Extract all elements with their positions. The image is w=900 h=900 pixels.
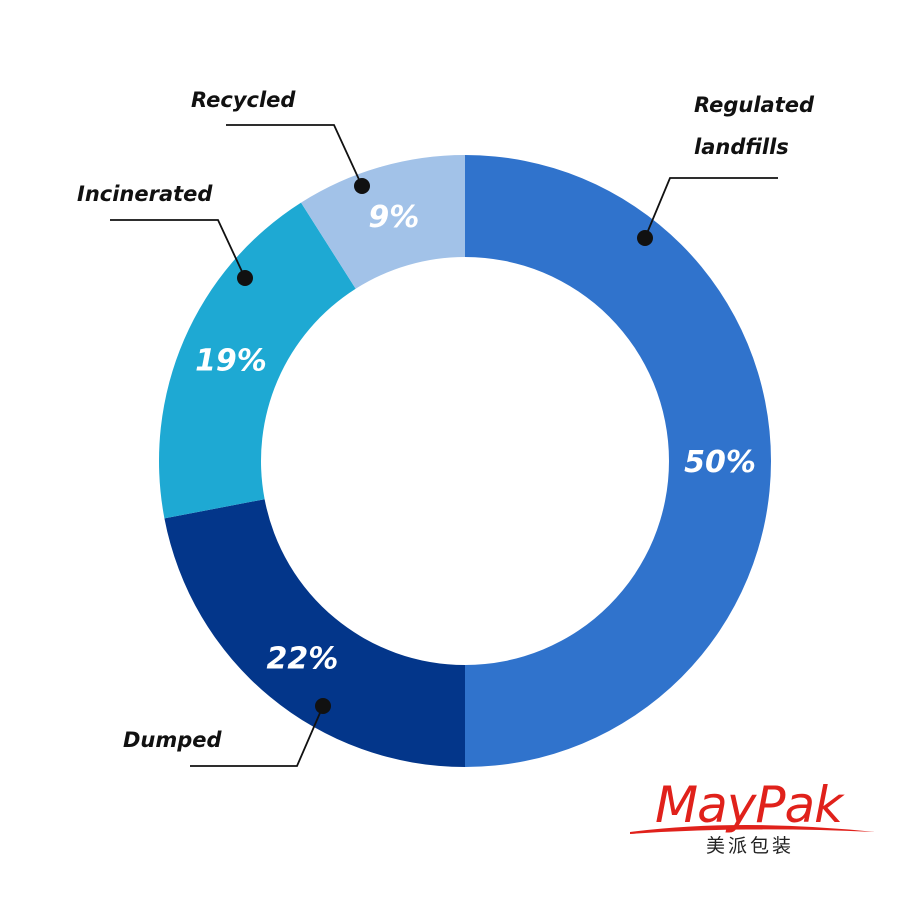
logo-subtitle: 美派包装 (706, 835, 794, 857)
category-label-dumped: Dumped (123, 728, 223, 752)
category-label-regulated-landfills: landfills (694, 135, 789, 159)
logo-text: MayPak (655, 776, 845, 834)
callout-line-incinerated (110, 219, 246, 279)
callout-dot-regulated-landfills (637, 230, 653, 246)
logo-swoosh (630, 825, 875, 834)
callout-line-regulated-landfills (644, 177, 778, 239)
callout-dot-dumped (315, 698, 331, 714)
donut-slices (159, 155, 771, 767)
category-label-regulated-landfills: Regulated (694, 93, 815, 117)
slice-incinerated (159, 202, 356, 519)
category-label-recycled: Recycled (191, 88, 296, 112)
category-callouts: Regulated landfills Dumped Incinerated Recyc… (77, 88, 815, 767)
slice-regulated-landfills (465, 155, 771, 767)
maypak-logo: MayPak 美派包装 (630, 776, 875, 857)
slice-dumped (164, 499, 465, 767)
callout-line-recycled (226, 124, 363, 187)
callout-line-dumped (190, 705, 324, 767)
percent-label-dumped: 22% (267, 641, 339, 676)
percent-label-incinerated: 19% (195, 344, 267, 379)
percent-labels: 50% 22% 19% 9% (195, 200, 756, 676)
percent-label-recycled: 9% (368, 200, 419, 235)
slice-recycled (301, 155, 465, 289)
category-label-incinerated: Incinerated (77, 182, 213, 206)
callout-dot-incinerated (237, 270, 253, 286)
callout-dot-recycled (354, 178, 370, 194)
percent-label-regulated-landfills: 50% (684, 445, 756, 480)
